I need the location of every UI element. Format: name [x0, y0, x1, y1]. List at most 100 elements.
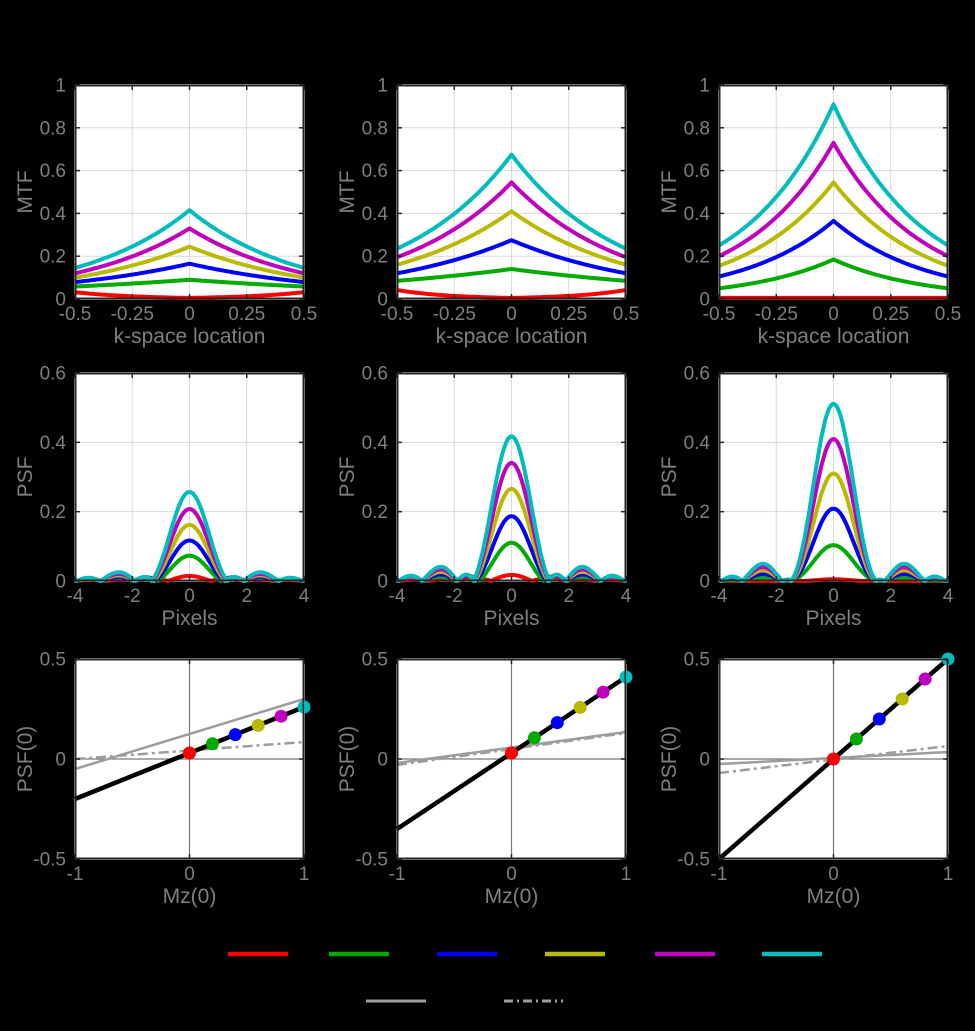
x-axis-label: Mz(0) [484, 885, 539, 908]
y-axis-label: MTF [658, 170, 681, 214]
x-tick-label: 0 [828, 586, 839, 607]
marker-yellow [573, 700, 587, 714]
y-tick-label: 0 [377, 290, 388, 311]
plot-psf-col1: PSF Pixels -4 -2 0 2 4 0 0.2 0.4 0.6 [14, 364, 310, 631]
y-tick-label: 0.6 [684, 364, 710, 385]
y-tick-label: 0.8 [362, 118, 388, 139]
curve-blue [718, 218, 949, 279]
x-tick-label: -0.25 [755, 304, 798, 325]
plot-psf-col2: PSF Pixels -4 -2 0 2 4 0 0.2 0.4 0.6 [336, 364, 632, 631]
marker-red [183, 746, 196, 760]
curve-blue [74, 261, 305, 285]
y-tick-label: 1 [699, 76, 710, 97]
marker-yellow [251, 718, 265, 732]
curve-cyan [395, 434, 628, 583]
plot-mtf-col2: MTF k-space location -0.5 -0.25 0 0.25 0.5 0 0… [336, 76, 640, 349]
y-tick-label: 0.5 [362, 650, 388, 671]
y-axis-label: PSF(0) [658, 725, 681, 793]
y-tick-label: 0.4 [362, 433, 389, 454]
curve-blue [396, 238, 627, 276]
y-tick-label: 0 [55, 750, 66, 771]
y-tick-label: 1 [55, 76, 66, 97]
chart-canvas-psf-col1: -4 -2 0 2 4 0 0.2 0.4 0.6 [40, 364, 310, 608]
y-tick-label: 0 [55, 572, 66, 593]
curve-green [395, 540, 628, 583]
curve-cyan [73, 490, 306, 583]
x-axis-label: Mz(0) [806, 885, 861, 908]
x-tick-label: -1 [67, 864, 84, 885]
y-tick-label: 0.6 [684, 161, 710, 182]
marker-green [205, 737, 219, 751]
y-tick-label: 0.4 [362, 204, 389, 225]
y-tick-label: 0 [55, 290, 66, 311]
x-tick-label: -2 [446, 586, 463, 607]
y-tick-label: 0.2 [684, 502, 710, 523]
x-tick-label: 0.25 [550, 304, 587, 325]
curve-magenta [74, 226, 305, 276]
x-tick-label: 0 [506, 304, 517, 325]
y-axis-label: MTF [336, 170, 359, 214]
curve-green [717, 543, 950, 583]
plot-psf0-col2: PSF(0) Mz(0) -1 0 1 -0.5 0 0.5 [336, 650, 633, 908]
y-axis-label: MTF [14, 170, 37, 214]
x-axis-label: k-space location [435, 325, 588, 348]
y-tick-label: 0.6 [362, 364, 388, 385]
curve-cyan [74, 208, 305, 270]
y-tick-label: -0.5 [33, 850, 66, 871]
x-tick-label: 0.25 [872, 304, 909, 325]
x-tick-label: -0.5 [703, 304, 736, 325]
y-tick-label: 0.4 [684, 204, 711, 225]
curve-magenta [396, 180, 627, 260]
x-tick-label: 2 [241, 586, 252, 607]
y-tick-label: 0.4 [40, 204, 67, 225]
y-tick-label: 0.4 [684, 433, 711, 454]
x-tick-label: 0 [506, 864, 517, 885]
marker-blue [550, 716, 564, 730]
x-tick-label: -0.5 [59, 304, 92, 325]
chart-canvas-psf-col3: -4 -2 0 2 4 0 0.2 0.4 0.6 [684, 364, 954, 608]
gray-dashdot-line [718, 744, 949, 775]
curve-cyan [717, 102, 950, 248]
x-axis-label: Pixels [161, 607, 218, 630]
chart-canvas-psf0-vs-mz0-col2: -1 0 1 -0.5 0 0.5 [355, 650, 633, 885]
x-axis-label: k-space location [757, 325, 910, 348]
x-axis-label: Pixels [805, 607, 862, 630]
y-axis-label: PSF [658, 456, 681, 498]
y-tick-label: 0 [699, 572, 710, 593]
y-tick-label: -0.5 [677, 850, 710, 871]
x-axis-label: Mz(0) [162, 885, 217, 908]
gray-dashdot-line [396, 731, 627, 767]
marker-magenta [274, 709, 288, 723]
x-tick-label: -0.5 [381, 304, 414, 325]
curve-blue [717, 506, 950, 583]
y-tick-label: 0 [699, 750, 710, 771]
marker-green [849, 732, 863, 746]
x-tick-label: 0 [828, 864, 839, 885]
x-tick-label: -1 [389, 864, 406, 885]
y-tick-label: 0.2 [362, 247, 388, 268]
curve-yellow [74, 244, 305, 280]
curve-yellow [718, 180, 949, 268]
y-tick-label: 0.8 [684, 118, 710, 139]
curve-cyan [717, 401, 950, 583]
plot-psf-col3: PSF Pixels -4 -2 0 2 4 0 0.2 0.4 0.6 [658, 364, 954, 631]
x-tick-label: 0.5 [935, 304, 961, 325]
plot-psf0-col3: PSF(0) Mz(0) -1 0 1 -0.5 0 0.5 [658, 650, 955, 908]
y-tick-label: 0.2 [40, 247, 66, 268]
x-tick-label: 1 [299, 864, 310, 885]
curve-green [74, 277, 305, 289]
x-tick-label: 1 [943, 864, 954, 885]
marker-blue [228, 728, 242, 742]
gray-solid-line [74, 697, 305, 771]
x-tick-label: -4 [389, 586, 406, 607]
x-tick-label: 0 [184, 864, 195, 885]
chart-canvas-psf0-vs-mz0-col3: -1 0 1 -0.5 0 0.5 [677, 650, 955, 885]
curve-cyan [396, 152, 627, 251]
x-tick-label: -0.25 [111, 304, 154, 325]
x-tick-label: 1 [621, 864, 632, 885]
curve-yellow [717, 471, 950, 583]
y-tick-label: 0.5 [40, 650, 66, 671]
chart-canvas-mtf-col2: -0.5 -0.25 0 0.25 0.5 0 0.2 0.4 0.6 0.8 1 [362, 76, 640, 326]
x-tick-label: -1 [711, 864, 728, 885]
marker-yellow [895, 692, 909, 706]
